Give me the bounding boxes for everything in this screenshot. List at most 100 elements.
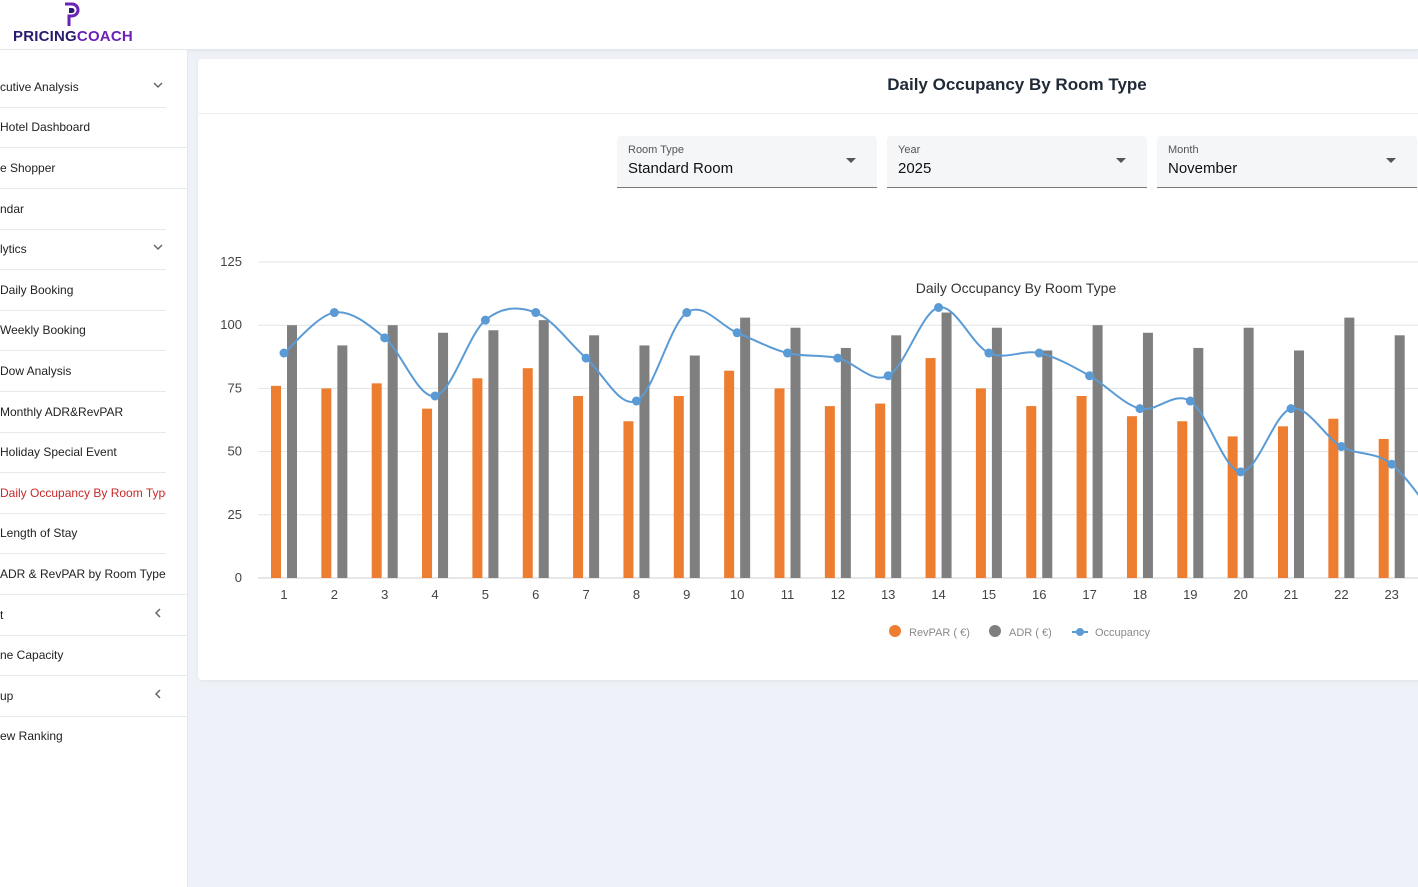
sidebar-item-label: Monthly ADR&RevPAR	[0, 405, 124, 419]
page-title: Daily Occupancy By Room Type	[887, 75, 1147, 94]
sidebar-item-adr-revpar-by-room-type[interactable]: ADR & RevPAR by Room Type	[0, 554, 187, 595]
month-select[interactable]: Month November	[1157, 136, 1417, 188]
revpar-bar	[623, 421, 634, 578]
revpar-bar	[875, 403, 886, 578]
occupancy-point	[279, 348, 289, 358]
occupancy-point	[430, 391, 440, 401]
revpar-bar	[774, 388, 785, 578]
revpar-bar	[1328, 418, 1339, 578]
sidebar-item-dow-analysis[interactable]: Dow Analysis	[0, 351, 166, 392]
sidebar-item-label: Dow Analysis	[0, 364, 72, 378]
revpar-bar	[321, 388, 332, 578]
adr-bar	[1394, 335, 1405, 578]
legend-occupancy-marker	[1076, 628, 1084, 636]
occupancy-point	[581, 353, 591, 363]
x-tick-label: 18	[1133, 587, 1147, 602]
room-type-label: Room Type	[628, 144, 685, 156]
revpar-bar	[925, 358, 936, 578]
revpar-bar	[1177, 421, 1188, 578]
room-type-select[interactable]: Room Type Standard Room	[617, 136, 877, 188]
adr-bar	[689, 355, 700, 578]
x-tick-label: 13	[881, 587, 895, 602]
month-value: November	[1168, 160, 1238, 177]
occupancy-point	[783, 348, 792, 358]
adr-bar	[991, 327, 1002, 578]
chevron-down-icon	[153, 82, 163, 89]
x-tick-label: 3	[381, 587, 388, 602]
logo-wordmark: PRICINGCOACH	[13, 28, 133, 45]
chevron-left-icon	[154, 689, 161, 699]
x-tick-label: 12	[831, 587, 845, 602]
sidebar-item-hotel-dashboard[interactable]: Hotel Dashboard	[0, 107, 187, 148]
adr-bar	[840, 347, 851, 578]
adr-bar	[1193, 347, 1204, 578]
sidebar-item-monthly-adr-revpar[interactable]: Monthly ADR&RevPAR	[0, 392, 166, 433]
pricingcoach-logo[interactable]: PRICINGCOACH	[12, 2, 142, 46]
revpar-bar	[1026, 406, 1037, 578]
adr-bar	[1142, 332, 1153, 578]
x-tick-label: 10	[730, 587, 744, 602]
adr-bar	[740, 317, 751, 578]
legend-revpar-label: RevPAR ( €)	[909, 627, 970, 639]
x-tick-label: 9	[683, 587, 690, 602]
sidebar-item-label: Daily Booking	[0, 283, 74, 297]
occupancy-point	[1034, 348, 1044, 358]
top-bar: PRICINGCOACH	[0, 0, 1418, 50]
x-tick-label: 17	[1082, 587, 1096, 602]
occupancy-chart: Daily Occupancy By Room Type025507510012…	[220, 254, 1418, 639]
revpar-bar	[824, 406, 835, 578]
adr-bar	[337, 345, 348, 578]
sidebar-item-t-group[interactable]: t	[0, 595, 187, 636]
sidebar-item-capacity[interactable]: ne Capacity	[0, 635, 187, 676]
sidebar-item-review-ranking[interactable]: ew Ranking	[0, 716, 166, 756]
legend-adr-label: ADR ( €)	[1009, 627, 1052, 639]
x-tick-label: 6	[532, 587, 539, 602]
room-type-value: Standard Room	[628, 160, 734, 177]
sidebar-item-label: lytics	[0, 242, 27, 256]
sidebar-item-daily-occupancy-by-room-type[interactable]: Daily Occupancy By Room Type	[0, 473, 166, 514]
occupancy-point	[1286, 404, 1296, 414]
sidebar-item-weekly-booking[interactable]: Weekly Booking	[0, 310, 166, 351]
adr-bar	[1294, 350, 1304, 578]
sidebar-item-rate-shopper[interactable]: e Shopper	[0, 148, 187, 189]
x-tick-label: 15	[982, 587, 996, 602]
revpar-bar	[472, 378, 483, 578]
sidebar-item-holiday-special-event[interactable]: Holiday Special Event	[0, 432, 166, 473]
adr-bar	[589, 335, 600, 578]
occupancy-point	[1135, 404, 1145, 414]
revpar-bar	[573, 395, 584, 578]
occupancy-point	[380, 333, 390, 343]
occupancy-point	[682, 308, 692, 318]
sidebar-item-analytics[interactable]: lytics	[0, 229, 166, 270]
adr-bar	[790, 327, 801, 578]
legend-adr-marker	[989, 625, 1001, 637]
sidebar-item-length-of-stay[interactable]: Length of Stay	[0, 513, 166, 554]
occupancy-point	[1236, 467, 1246, 477]
sidebar-item-label: Daily Occupancy By Room Type	[0, 486, 166, 500]
chevron-down-icon	[153, 244, 163, 251]
sidebar-item-calendar[interactable]: ndar	[0, 189, 166, 230]
revpar-bar	[271, 385, 281, 578]
occupancy-point	[1336, 442, 1346, 452]
revpar-bar	[724, 370, 735, 578]
sidebar-item-label: ADR & RevPAR by Room Type	[0, 567, 166, 581]
occupancy-point	[531, 308, 541, 318]
revpar-bar	[1378, 438, 1389, 578]
revpar-bar	[522, 368, 533, 578]
year-label: Year	[898, 144, 921, 156]
dropdown-arrow-icon	[1386, 158, 1396, 163]
report-card: Daily Occupancy By Room Type Room Type S…	[198, 59, 1418, 680]
sidebar-item-daily-booking[interactable]: Daily Booking	[0, 270, 166, 311]
year-select[interactable]: Year 2025	[887, 136, 1147, 188]
x-tick-label: 7	[582, 587, 589, 602]
revpar-bar	[371, 383, 382, 578]
x-tick-label: 21	[1284, 587, 1298, 602]
sidebar: cutive Analysis Hotel Dashboard e Shoppe…	[0, 50, 188, 887]
adr-bar	[488, 330, 499, 578]
y-tick-label: 25	[228, 507, 242, 522]
sidebar-item-label: Hotel Dashboard	[0, 120, 91, 134]
sidebar-item-up-group[interactable]: up	[0, 676, 187, 717]
logo-mark-icon	[65, 2, 80, 26]
occupancy-point	[329, 308, 339, 318]
sidebar-item-executive-analysis[interactable]: cutive Analysis	[0, 67, 166, 108]
